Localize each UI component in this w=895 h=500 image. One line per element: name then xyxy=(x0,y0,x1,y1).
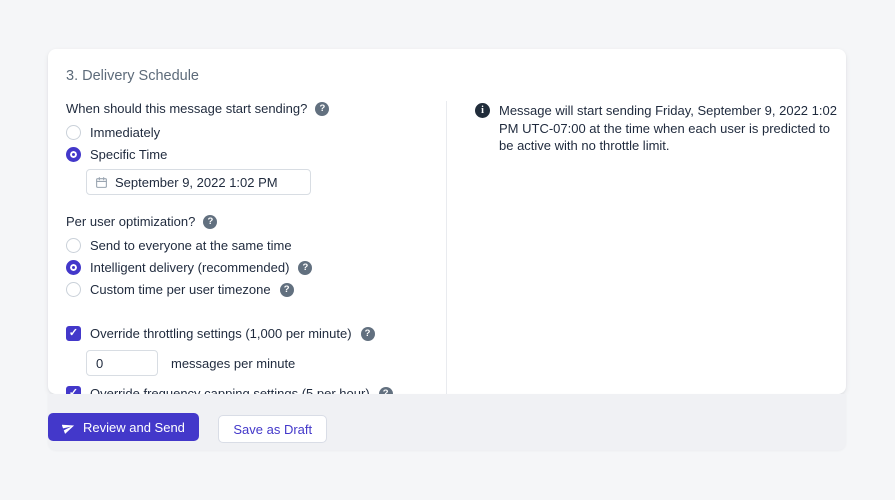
checkbox-icon[interactable]: ✓ xyxy=(66,326,81,341)
radio-label: Specific Time xyxy=(90,147,168,162)
start-sending-label: When should this message start sending? xyxy=(66,101,308,116)
radio-option-custom-timezone[interactable]: Custom time per user timezone ? xyxy=(66,282,446,297)
actions-footer: Review and Send Save as Draft xyxy=(48,394,846,450)
radio-icon[interactable] xyxy=(66,238,81,253)
radio-option-intelligent-delivery[interactable]: Intelligent delivery (recommended) ? xyxy=(66,260,446,275)
help-icon[interactable]: ? xyxy=(298,260,313,275)
datetime-input[interactable]: September 9, 2022 1:02 PM xyxy=(86,169,311,195)
checkbox-label: Override throttling settings (1,000 per … xyxy=(90,326,352,341)
info-message-row: i Message will start sending Friday, Sep… xyxy=(475,102,844,155)
datetime-value: September 9, 2022 1:02 PM xyxy=(115,174,278,190)
radio-label: Immediately xyxy=(90,125,161,140)
radio-option-specific-time[interactable]: Specific Time xyxy=(66,147,446,162)
calendar-icon xyxy=(96,176,107,188)
radio-icon[interactable] xyxy=(66,260,81,275)
override-throttling-row[interactable]: ✓ Override throttling settings (1,000 pe… xyxy=(66,326,446,341)
radio-option-immediately[interactable]: Immediately xyxy=(66,125,446,140)
help-icon[interactable]: ? xyxy=(360,326,375,341)
radio-option-same-time[interactable]: Send to everyone at the same time xyxy=(66,238,446,253)
radio-label: Custom time per user timezone xyxy=(90,282,271,297)
radio-label: Send to everyone at the same time xyxy=(90,238,292,253)
save-as-draft-label: Save as Draft xyxy=(233,421,313,437)
spacer xyxy=(66,304,446,326)
delivery-schedule-card: 3. Delivery Schedule When should this me… xyxy=(48,49,846,410)
radio-label: Intelligent delivery (recommended) xyxy=(90,260,290,275)
radio-icon[interactable] xyxy=(66,282,81,297)
schedule-form-column: When should this message start sending? … xyxy=(66,101,446,410)
messages-per-minute-label: messages per minute xyxy=(171,355,296,371)
card-columns: When should this message start sending? … xyxy=(66,101,837,410)
help-icon[interactable]: ? xyxy=(315,101,330,116)
review-and-send-button[interactable]: Review and Send xyxy=(48,413,199,441)
per-user-optimization-label-row: Per user optimization? ? xyxy=(66,214,446,229)
save-as-draft-button[interactable]: Save as Draft xyxy=(218,415,328,443)
spacer xyxy=(66,195,446,214)
radio-icon[interactable] xyxy=(66,147,81,162)
help-icon[interactable]: ? xyxy=(203,214,218,229)
info-icon: i xyxy=(475,103,490,118)
send-icon xyxy=(62,424,75,434)
card-title: 3. Delivery Schedule xyxy=(66,68,199,84)
per-user-optimization-label: Per user optimization? xyxy=(66,214,196,229)
info-message-text: Message will start sending Friday, Septe… xyxy=(499,103,837,154)
radio-icon[interactable] xyxy=(66,125,81,140)
start-sending-label-row: When should this message start sending? … xyxy=(66,101,446,116)
throttle-input-row: messages per minute xyxy=(86,350,446,376)
help-icon[interactable]: ? xyxy=(279,282,294,297)
summary-column: i Message will start sending Friday, Sep… xyxy=(446,101,844,410)
review-and-send-label: Review and Send xyxy=(83,419,185,435)
messages-per-minute-input[interactable] xyxy=(86,350,158,376)
